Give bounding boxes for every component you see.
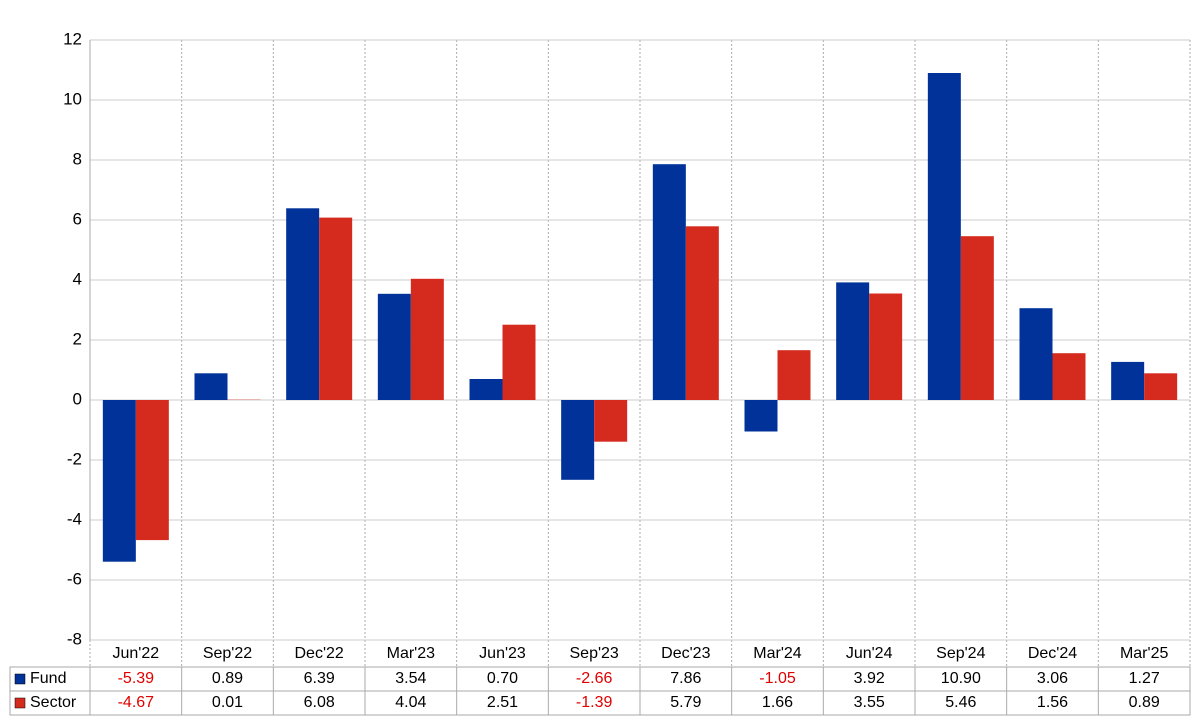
table-value: 3.55 [854, 694, 885, 711]
table-value: -5.39 [118, 670, 155, 687]
bar [1111, 361, 1145, 400]
bar [869, 293, 903, 400]
table-value: 0.70 [487, 670, 518, 687]
table-value: 3.92 [854, 670, 885, 687]
table-value: -4.67 [118, 694, 155, 711]
legend-swatch [14, 673, 26, 685]
x-tick-label: Jun'22 [113, 645, 160, 662]
bar [836, 282, 870, 400]
y-tick-label: -2 [67, 449, 82, 468]
x-tick-label: Dec'22 [295, 645, 344, 662]
x-tick-label: Sep'23 [570, 645, 619, 662]
table-value: 2.51 [487, 694, 518, 711]
table-value: 3.06 [1037, 670, 1068, 687]
x-tick-label: Mar'25 [1120, 645, 1169, 662]
table-value: 0.89 [1129, 694, 1160, 711]
x-tick-label: Mar'24 [753, 645, 802, 662]
bar [502, 324, 536, 400]
y-tick-label: 10 [63, 89, 82, 108]
x-tick-label: Dec'23 [661, 645, 710, 662]
bar [927, 73, 961, 400]
x-tick-label: Jun'23 [479, 645, 526, 662]
x-tick-label: Sep'24 [936, 645, 985, 662]
bar [685, 226, 719, 400]
bar [652, 164, 686, 400]
bar [777, 350, 811, 400]
bar [135, 400, 169, 541]
table-value: 0.01 [212, 694, 243, 711]
table-value: 1.56 [1037, 694, 1068, 711]
bar [561, 400, 595, 480]
y-tick-label: 2 [73, 329, 82, 348]
bar [410, 278, 444, 400]
table-value: 6.08 [304, 694, 335, 711]
bar [960, 236, 994, 400]
y-tick-label: 4 [73, 269, 82, 288]
table-value: 1.66 [762, 694, 793, 711]
y-tick-label: -8 [67, 629, 82, 648]
table-value: -1.39 [576, 694, 613, 711]
table-value: -1.05 [759, 670, 796, 687]
bar [1144, 373, 1178, 400]
y-tick-label: -6 [67, 569, 82, 588]
bar [194, 373, 228, 400]
table-value: 4.04 [395, 694, 426, 711]
table-value: 1.27 [1129, 670, 1160, 687]
table-value: 3.54 [395, 670, 426, 687]
bar [377, 293, 411, 400]
table-value: 7.86 [670, 670, 701, 687]
y-tick-label: -4 [67, 509, 82, 528]
legend-label: Sector [30, 694, 77, 711]
table-value: 0.89 [212, 670, 243, 687]
bar [319, 217, 353, 400]
y-tick-label: 8 [73, 149, 82, 168]
table-value: 5.46 [945, 694, 976, 711]
x-tick-label: Mar'23 [387, 645, 436, 662]
x-tick-label: Jun'24 [846, 645, 893, 662]
legend-label: Fund [30, 670, 66, 687]
bar [102, 400, 136, 562]
legend-swatch [14, 697, 26, 709]
y-tick-label: 0 [73, 389, 82, 408]
table-value: 6.39 [304, 670, 335, 687]
table-value: 10.90 [941, 670, 981, 687]
bar [286, 208, 320, 400]
bar [469, 379, 503, 400]
y-tick-label: 6 [73, 209, 82, 228]
bar [594, 400, 628, 442]
bar [744, 400, 778, 432]
table-value: -2.66 [576, 670, 613, 687]
y-tick-label: 12 [63, 29, 82, 48]
x-tick-label: Sep'22 [203, 645, 252, 662]
x-tick-label: Dec'24 [1028, 645, 1077, 662]
table-value: 5.79 [670, 694, 701, 711]
bar [1052, 353, 1086, 400]
bar [1019, 308, 1053, 400]
